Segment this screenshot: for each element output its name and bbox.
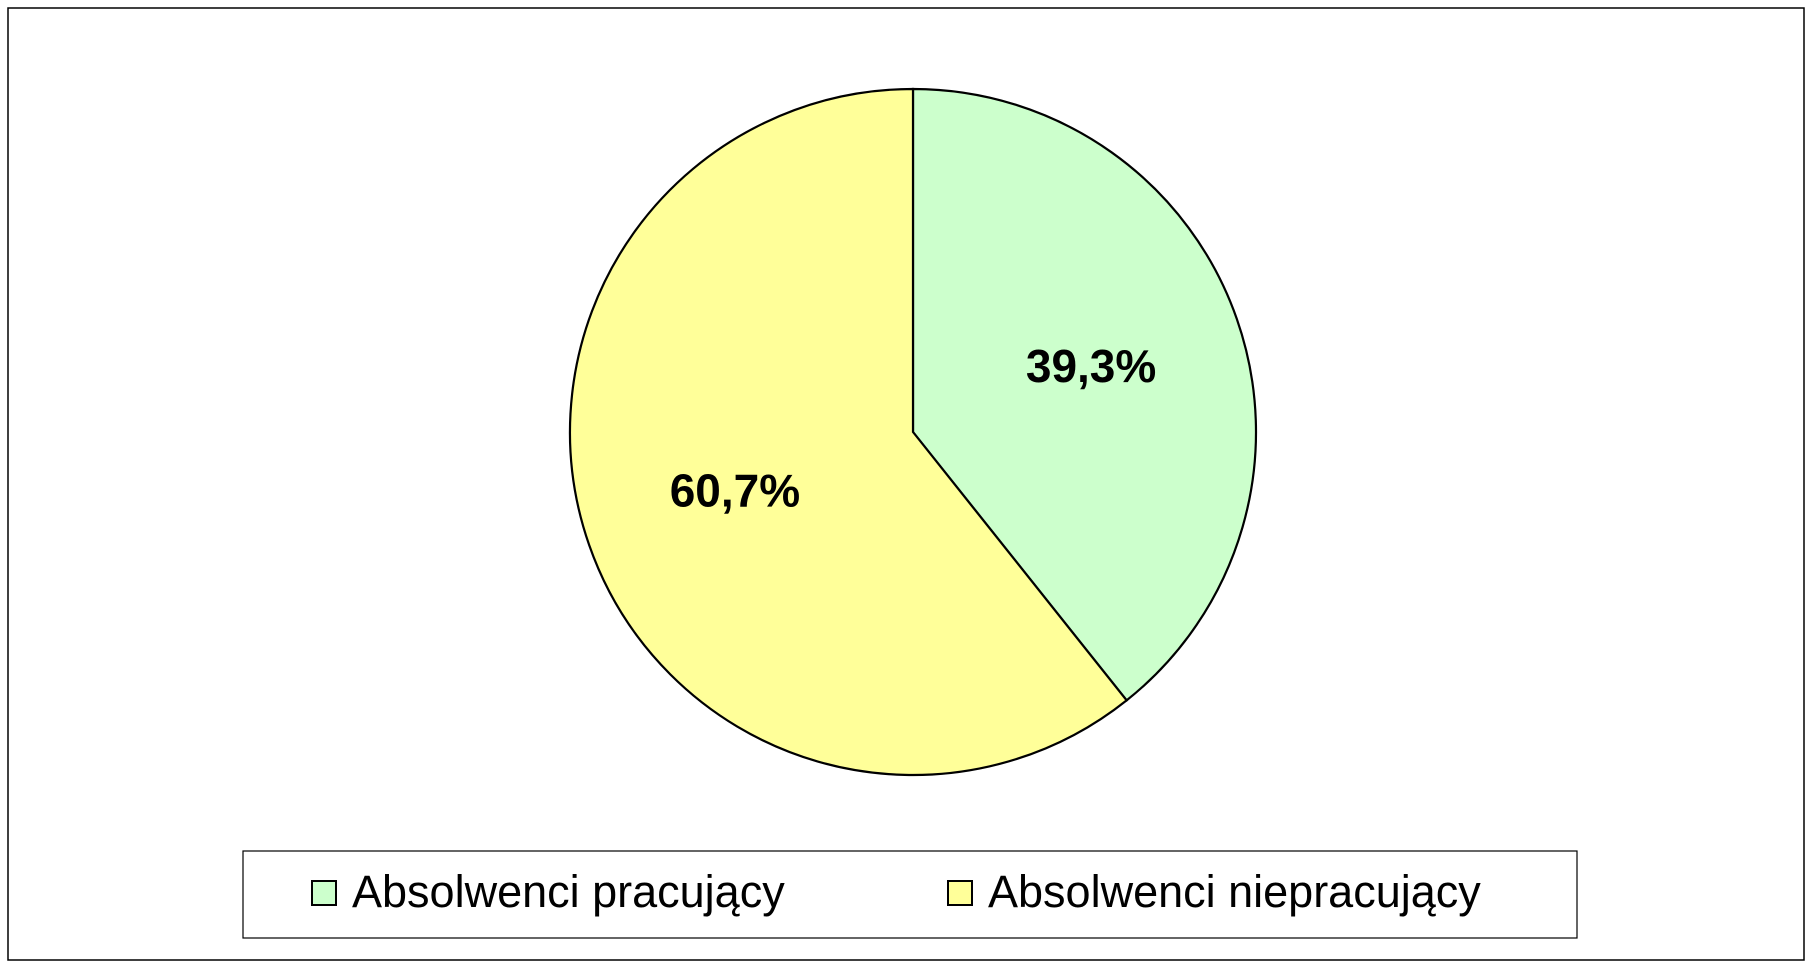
legend-swatch [311, 880, 337, 906]
legend-swatch [947, 880, 973, 906]
legend-label: Absolwenci niepracujący [988, 866, 1481, 917]
legend-box [242, 850, 1578, 939]
pie-slice [568, 87, 1129, 777]
data-label: 60,7% [670, 464, 800, 516]
pie-slice [911, 87, 1258, 702]
legend-label: Absolwenci pracujący [352, 866, 785, 917]
data-label: 39,3% [1026, 340, 1156, 392]
